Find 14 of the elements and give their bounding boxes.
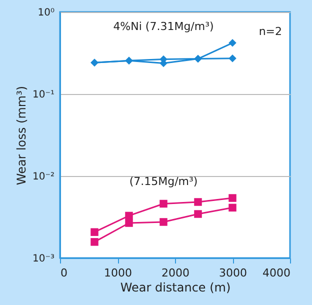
y-tick-label: 10⁻¹ bbox=[32, 90, 54, 100]
x-tick-label: 2000 bbox=[162, 266, 190, 280]
x-tick-label: 0 bbox=[60, 266, 68, 280]
y-tick-label: 10⁻² bbox=[32, 172, 54, 182]
x-tick-label: 1000 bbox=[104, 266, 132, 280]
series-label: 4%Ni (7.31Mg/m³) bbox=[113, 20, 214, 33]
series-label: (7.15Mg/m³) bbox=[129, 175, 198, 188]
y-axis-title: Wear loss (mm³) bbox=[14, 86, 28, 186]
x-axis-title: Wear distance (m) bbox=[120, 280, 231, 294]
x-tick-label: 4000 bbox=[262, 266, 290, 280]
x-tick-label: 3000 bbox=[219, 266, 247, 280]
y-tick-label: 10⁰ bbox=[38, 8, 54, 18]
y-tick-label: 10⁻³ bbox=[32, 254, 54, 264]
annotation: n=2 bbox=[258, 25, 282, 38]
